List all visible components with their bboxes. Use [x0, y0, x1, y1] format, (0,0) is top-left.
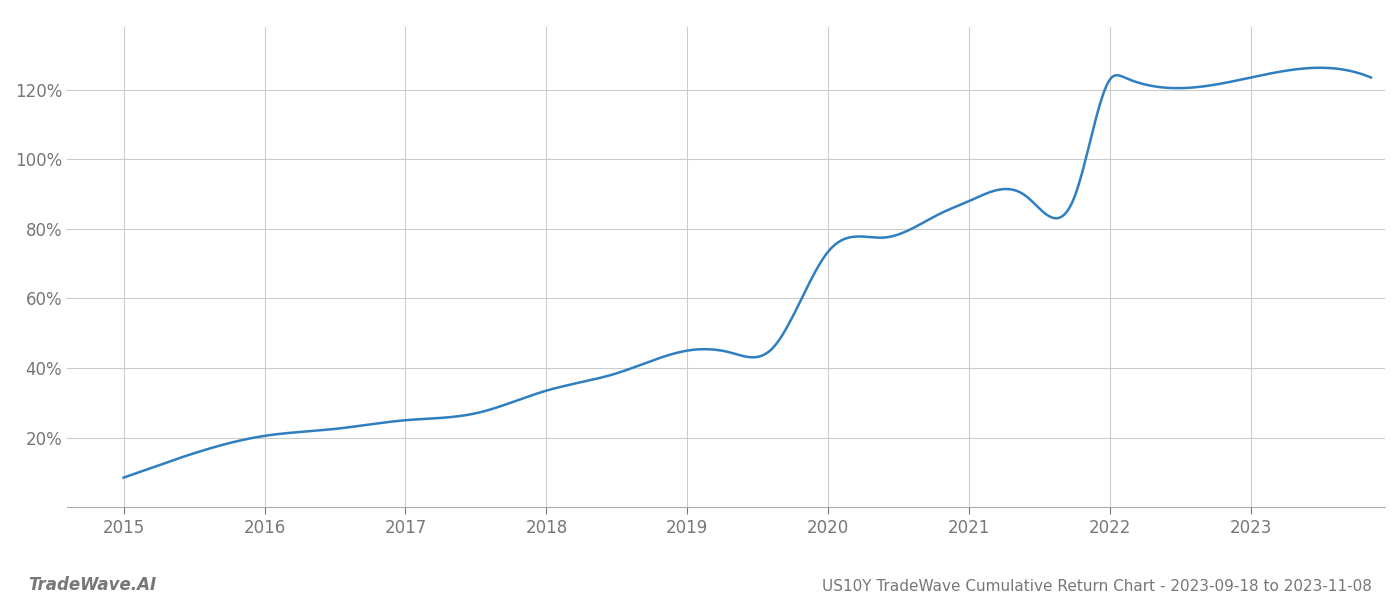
- Text: TradeWave.AI: TradeWave.AI: [28, 576, 157, 594]
- Text: US10Y TradeWave Cumulative Return Chart - 2023-09-18 to 2023-11-08: US10Y TradeWave Cumulative Return Chart …: [822, 579, 1372, 594]
